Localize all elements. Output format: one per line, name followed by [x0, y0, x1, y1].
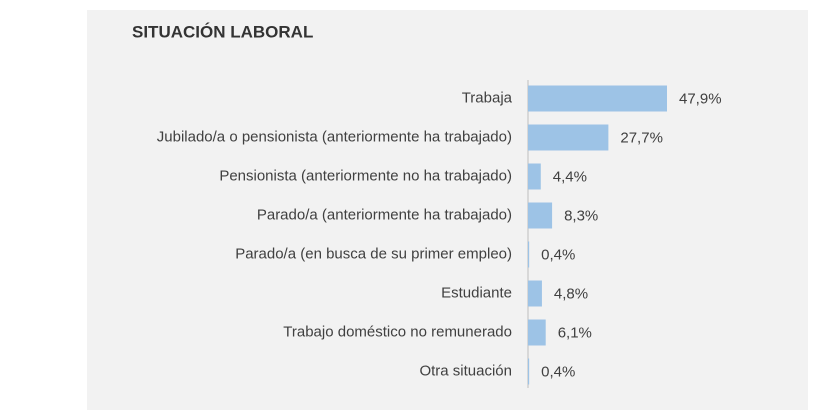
chart-title: SITUACIÓN LABORAL: [132, 22, 313, 41]
bar: [528, 85, 667, 112]
bar: [528, 202, 553, 229]
bar: [528, 319, 546, 346]
value-label: 47,9%: [679, 90, 722, 107]
value-label: 4,4%: [553, 168, 587, 185]
category-label: Pensionista (anteriormente no ha trabaja…: [219, 167, 512, 184]
bar: [528, 358, 530, 385]
category-label: Parado/a (anteriormente ha trabajado): [257, 206, 512, 223]
category-label: Trabaja: [462, 89, 513, 106]
value-label: 4,8%: [554, 285, 588, 302]
bar: [528, 124, 609, 151]
bar: [528, 241, 530, 268]
bar: [528, 280, 542, 307]
value-label: 6,1%: [558, 324, 592, 341]
category-label: Estudiante: [441, 284, 512, 301]
category-label: Jubilado/a o pensionista (anteriormente …: [157, 128, 512, 145]
value-label: 27,7%: [620, 129, 663, 146]
category-label: Otra situación: [419, 362, 512, 379]
value-label: 0,4%: [541, 363, 575, 380]
value-label: 8,3%: [564, 207, 598, 224]
chart-panel: [87, 10, 808, 410]
bar: [528, 163, 541, 190]
value-label: 0,4%: [541, 246, 575, 263]
category-label: Parado/a (en busca de su primer empleo): [235, 245, 512, 262]
category-label: Trabajo doméstico no remunerado: [283, 323, 512, 340]
